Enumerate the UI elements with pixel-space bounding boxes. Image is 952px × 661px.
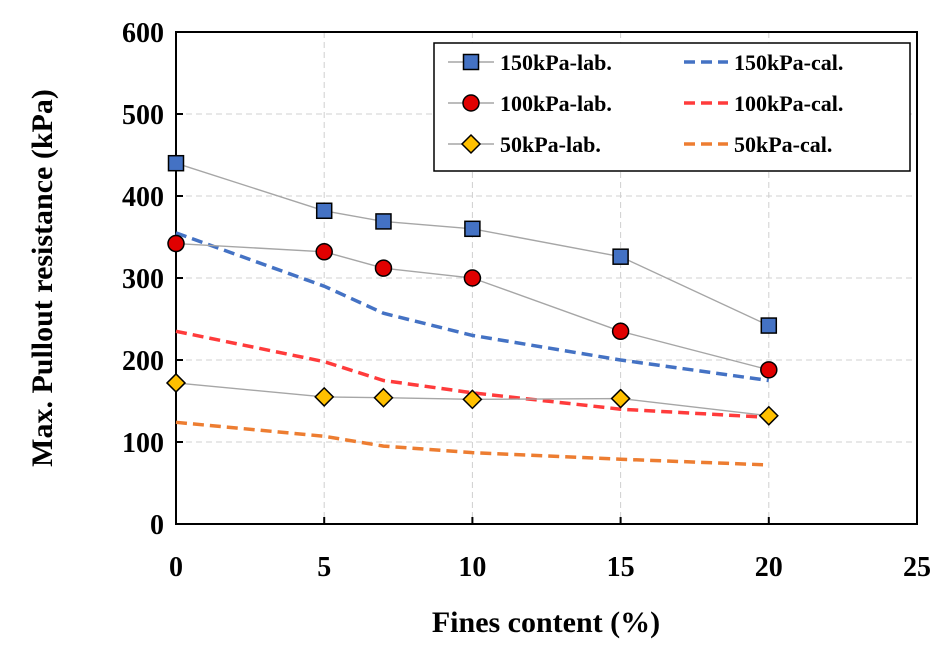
- x-tick-label: 0: [169, 552, 183, 583]
- x-tick-label: 20: [755, 552, 783, 583]
- series-100kpa-cal: [175, 329, 769, 420]
- series-100kpa-lab: [167, 234, 778, 379]
- legend-label: 150kPa-lab.: [500, 50, 612, 75]
- legend-label: 50kPa-lab.: [500, 132, 601, 157]
- y-tick-label: 200: [122, 346, 164, 377]
- legend-item-50kpa-lab: 50kPa-lab.: [448, 132, 601, 157]
- series-line-100kpa-lab: [175, 242, 769, 371]
- data-point-100kpa-lab: [315, 243, 333, 261]
- x-axis-title: Fines content (%): [432, 606, 660, 639]
- series-50kpa-cal: [175, 420, 769, 467]
- y-tick-label: 400: [122, 182, 164, 213]
- legend-marker: [462, 94, 480, 112]
- data-point-150kpa-lab: [375, 213, 392, 230]
- x-tick-label: 25: [903, 552, 931, 583]
- legend-label: 100kPa-lab.: [500, 91, 612, 116]
- data-point-50kpa-lab: [165, 372, 187, 394]
- series-150kpa-lab: [167, 154, 778, 334]
- data-point-50kpa-lab: [758, 405, 779, 426]
- data-point-100kpa-lab: [374, 259, 393, 277]
- data-point-150kpa-lab: [315, 202, 333, 220]
- series-50kpa-lab: [165, 372, 779, 426]
- legend-marker: [460, 133, 482, 155]
- x-tick-label: 5: [317, 552, 331, 583]
- series-line-50kpa-cal: [175, 420, 769, 467]
- y-tick-label: 300: [122, 264, 164, 295]
- data-point-100kpa-lab: [760, 361, 778, 379]
- legend-label: 50kPa-cal.: [734, 132, 832, 157]
- data-point-150kpa-lab: [612, 248, 629, 265]
- data-point-150kpa-lab: [464, 220, 481, 238]
- legend-label: 150kPa-cal.: [734, 50, 843, 75]
- y-axis-title: Max. Pullout resistance (kPa): [26, 89, 59, 467]
- x-tick-label: 10: [458, 552, 486, 583]
- data-point-50kpa-lab: [610, 388, 631, 409]
- y-tick-label: 100: [122, 428, 164, 459]
- legend-item-150kpa-lab: 150kPa-lab.: [448, 50, 612, 75]
- data-point-100kpa-lab: [463, 269, 482, 287]
- series-line-100kpa-cal: [175, 329, 769, 420]
- series-line-150kpa-lab: [175, 162, 770, 327]
- legend-box: [433, 42, 911, 172]
- legend-label: 100kPa-cal.: [734, 91, 843, 116]
- x-tick-label: 15: [607, 552, 635, 583]
- data-point-100kpa-lab: [611, 322, 630, 341]
- legend-marker: [462, 53, 480, 71]
- y-tick-label: 500: [122, 100, 164, 131]
- legend-item-100kpa-lab: 100kPa-lab.: [448, 91, 612, 116]
- legend-item-150kpa-cal: 150kPa-cal.: [684, 50, 843, 75]
- legend-item-100kpa-cal: 100kPa-cal.: [684, 91, 843, 116]
- data-point-150kpa-lab: [760, 317, 778, 334]
- data-point-50kpa-lab: [314, 386, 335, 407]
- data-point-150kpa-lab: [167, 154, 185, 172]
- legend-item-50kpa-cal: 50kPa-cal.: [684, 132, 832, 157]
- data-point-50kpa-lab: [373, 387, 394, 408]
- data-point-100kpa-lab: [167, 234, 185, 253]
- data-point-50kpa-lab: [462, 389, 483, 410]
- y-tick-label: 0: [150, 510, 164, 541]
- y-tick-label: 600: [122, 18, 164, 49]
- series-line-50kpa-lab: [175, 382, 769, 417]
